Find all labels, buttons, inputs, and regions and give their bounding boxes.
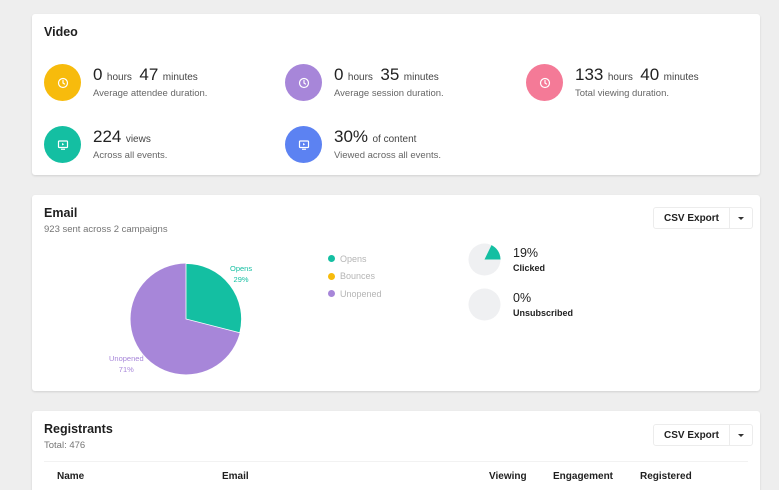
stat-content-unit: of content <box>372 134 417 145</box>
legend-dot-icon <box>328 255 335 263</box>
pie-slice-opens[interactable] <box>185 263 242 334</box>
caret-down-icon <box>738 433 745 437</box>
column-header-name[interactable]: Name <box>57 471 85 482</box>
stat-views: 224 views Across all events. <box>44 126 167 163</box>
stat-content-viewed: 30% of content Viewed across all events. <box>285 126 441 163</box>
registrants-export-dropdown-button[interactable] <box>730 425 752 445</box>
stat-minutes-value: 40 <box>640 65 660 84</box>
clock-icon <box>526 64 563 101</box>
clicked-mini-pie <box>468 243 501 276</box>
unsubscribed-value: 0% <box>513 290 532 305</box>
metric-unsubscribed: 0% Unsubscribed <box>468 288 573 321</box>
stat-description: Viewed across all events. <box>334 150 442 161</box>
column-header-registered[interactable]: Registered <box>640 471 692 482</box>
stat-hours-value: 0 <box>93 65 103 84</box>
stat-session-duration: 0 hours 35 minutes Average session durat… <box>285 64 444 101</box>
table-divider <box>44 461 748 462</box>
tv-play-icon <box>44 126 81 163</box>
stat-attendee-duration: 0 hours 47 minutes Average attendee dura… <box>44 64 207 101</box>
stat-description: Average attendee duration. <box>93 88 208 99</box>
stat-description: Total viewing duration. <box>575 88 669 99</box>
registrants-total: Total: 476 <box>44 440 86 451</box>
tv-play-icon <box>285 126 322 163</box>
stat-total-viewing: 133 hours 40 minutes Total viewing durat… <box>526 64 702 101</box>
video-title: Video <box>44 25 78 39</box>
stat-hours-unit: hours <box>607 72 633 83</box>
legend-item-opens[interactable]: Opens <box>328 250 382 268</box>
column-header-engagement[interactable]: Engagement <box>553 471 614 482</box>
pie-label-opens: Opens 29% <box>230 264 253 284</box>
pie-label-unopened: Unopened 71% <box>109 354 144 374</box>
registrants-card: Registrants Total: 476 CSV Export Name E… <box>32 411 760 490</box>
unsubscribed-label: Unsubscribed <box>513 307 574 318</box>
stat-minutes-value: 35 <box>380 65 400 84</box>
legend-dot-icon <box>328 290 335 298</box>
stat-views-unit: views <box>125 134 151 145</box>
column-header-email[interactable]: Email <box>222 471 249 482</box>
stat-minutes-value: 47 <box>139 65 159 84</box>
registrants-csv-export-group: CSV Export <box>653 424 754 446</box>
email-chart-legend: Opens Bounces Unopened <box>328 250 382 303</box>
column-header-viewing[interactable]: Viewing <box>489 471 527 482</box>
email-title: Email <box>44 206 78 220</box>
legend-item-bounces[interactable]: Bounces <box>328 268 382 286</box>
stat-hours-value: 0 <box>334 65 344 84</box>
email-subtitle: 923 sent across 2 campaigns <box>44 224 168 235</box>
stat-description: Average session duration. <box>334 88 444 99</box>
stat-content-value: 30% <box>334 127 369 146</box>
stat-views-value: 224 <box>93 127 122 146</box>
stat-minutes-unit: minutes <box>162 72 198 83</box>
registrants-title: Registrants <box>44 422 113 436</box>
stat-hours-value: 133 <box>575 65 604 84</box>
metric-clicked: 19% Clicked <box>468 243 545 276</box>
legend-dot-icon <box>328 272 335 280</box>
stat-hours-unit: hours <box>106 72 132 83</box>
email-card: Email 923 sent across 2 campaigns CSV Ex… <box>32 195 760 391</box>
video-card: Video 0 hours 47 minutes Average attende… <box>32 14 760 175</box>
stat-hours-unit: hours <box>347 72 373 83</box>
clock-icon <box>285 64 322 101</box>
stat-description: Across all events. <box>93 150 168 161</box>
unsubscribed-mini-pie <box>468 288 501 321</box>
clock-icon <box>44 64 81 101</box>
stat-minutes-unit: minutes <box>403 72 439 83</box>
clicked-label: Clicked <box>513 262 546 273</box>
legend-item-unopened[interactable]: Unopened <box>328 285 382 303</box>
caret-down-icon <box>738 216 745 220</box>
clicked-value: 19% <box>513 245 539 260</box>
email-csv-export-group: CSV Export <box>653 207 754 229</box>
email-pie-chart <box>130 263 242 375</box>
registrants-csv-export-button[interactable]: CSV Export <box>654 425 731 445</box>
email-csv-export-button[interactable]: CSV Export <box>654 208 731 228</box>
email-export-dropdown-button[interactable] <box>730 208 752 228</box>
stat-minutes-unit: minutes <box>663 72 699 83</box>
